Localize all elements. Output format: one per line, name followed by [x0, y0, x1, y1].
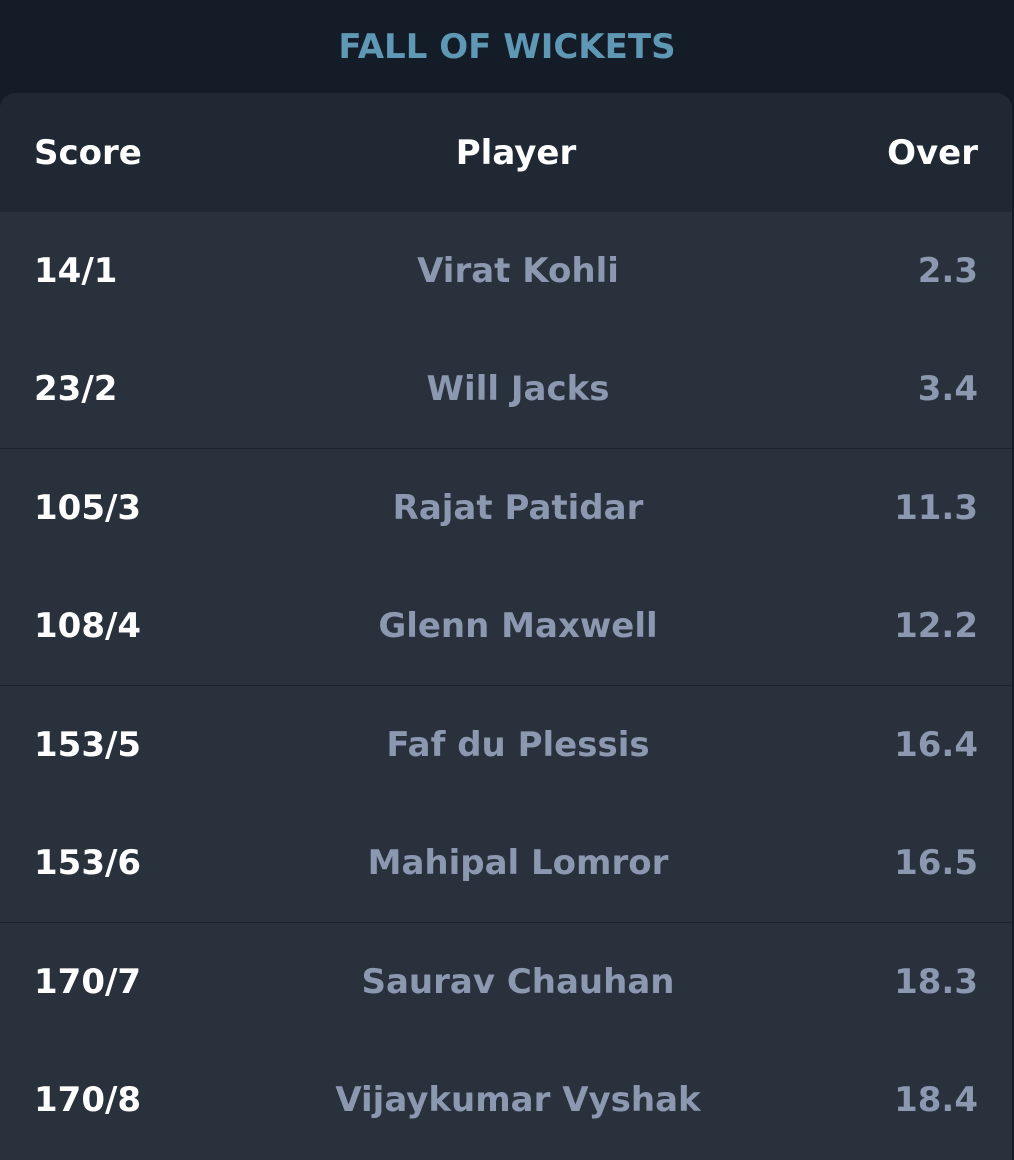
row-score: 170/7	[34, 962, 142, 1002]
row-group: 14/1 Virat Kohli 2.3 23/2 Will Jacks 3.4	[0, 212, 1012, 449]
row-player: Rajat Patidar	[392, 488, 644, 528]
row-over: 12.2	[894, 606, 978, 646]
table-row: 170/8 Vijaykumar Vyshak 18.4	[0, 1041, 1012, 1159]
row-over: 18.3	[894, 962, 978, 1002]
table-row: 170/7 Saurav Chauhan 18.3	[0, 923, 1012, 1041]
row-over: 18.4	[894, 1080, 978, 1120]
row-player: Glenn Maxwell	[378, 606, 658, 646]
row-player: Faf du Plessis	[386, 725, 650, 765]
table-row: 105/3 Rajat Patidar 11.3	[0, 449, 1012, 567]
table-row: 23/2 Will Jacks 3.4	[0, 330, 1012, 448]
row-score: 170/8	[34, 1080, 142, 1120]
row-over: 16.4	[894, 725, 978, 765]
section-title: FALL OF WICKETS	[338, 26, 676, 67]
header-over: Over	[887, 132, 978, 173]
row-over: 3.4	[917, 369, 978, 409]
row-score: 23/2	[34, 369, 118, 409]
row-score: 105/3	[34, 488, 142, 528]
row-group: 153/5 Faf du Plessis 16.4 153/6 Mahipal …	[0, 686, 1012, 923]
row-score: 108/4	[34, 606, 142, 646]
row-score: 153/5	[34, 725, 142, 765]
table-header: Score Player Over	[0, 93, 1012, 212]
row-group: 105/3 Rajat Patidar 11.3 108/4 Glenn Max…	[0, 449, 1012, 686]
row-player: Virat Kohli	[417, 251, 619, 291]
row-player: Saurav Chauhan	[361, 962, 675, 1002]
row-score: 153/6	[34, 843, 142, 883]
table-row: 153/6 Mahipal Lomror 16.5	[0, 804, 1012, 922]
header-player: Player	[455, 132, 577, 173]
header-score: Score	[34, 132, 142, 173]
fall-of-wickets-table: Score Player Over 14/1 Virat Kohli 2.3 2…	[0, 93, 1012, 1160]
row-over: 2.3	[917, 251, 978, 291]
table-row: 153/5 Faf du Plessis 16.4	[0, 686, 1012, 804]
row-over: 11.3	[894, 488, 978, 528]
row-group: 170/7 Saurav Chauhan 18.3 170/8 Vijaykum…	[0, 923, 1012, 1160]
row-score: 14/1	[34, 251, 118, 291]
row-player: Mahipal Lomror	[367, 843, 669, 883]
row-player: Vijaykumar Vyshak	[335, 1080, 701, 1120]
row-over: 16.5	[894, 843, 978, 883]
table-row: 14/1 Virat Kohli 2.3	[0, 212, 1012, 330]
row-player: Will Jacks	[426, 369, 610, 409]
table-row: 108/4 Glenn Maxwell 12.2	[0, 567, 1012, 685]
